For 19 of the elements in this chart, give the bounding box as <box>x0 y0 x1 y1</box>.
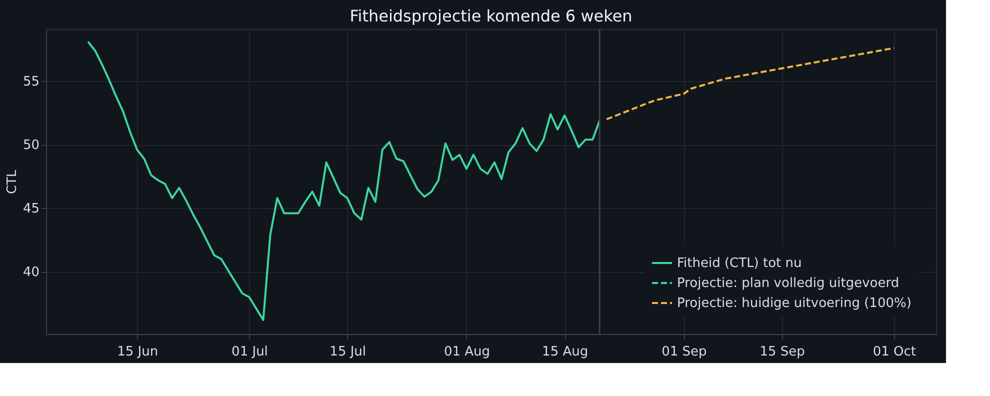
x-tick-label: 01 Sep <box>662 344 707 360</box>
x-tick-label: 01 Oct <box>872 344 916 360</box>
line-series <box>87 40 601 322</box>
legend-label: Projectie: huidige uitvoering (100%) <box>677 296 912 311</box>
x-tick-label: 01 Jul <box>232 344 268 360</box>
x-tick-label: 15 Jul <box>330 344 366 360</box>
y-tick-label: 40 <box>22 265 40 280</box>
x-tick-label: 15 Aug <box>542 344 588 360</box>
x-tick-label: 15 Jun <box>117 344 158 360</box>
y-tick-label: 55 <box>22 74 40 90</box>
x-tick-label: 15 Sep <box>760 344 805 360</box>
y-tick-label: 45 <box>22 202 40 217</box>
line-series <box>606 47 895 120</box>
chart-title: Fitheidsprojectie komende 6 weken <box>350 6 632 26</box>
legend-label: Fitheid (CTL) tot nu <box>677 256 802 271</box>
y-tick-label: 50 <box>22 138 40 154</box>
y-axis-title: CTL <box>4 169 20 194</box>
legend-label: Projectie: plan volledig uitgevoerd <box>677 276 900 291</box>
x-tick-label: 01 Aug <box>444 344 490 360</box>
